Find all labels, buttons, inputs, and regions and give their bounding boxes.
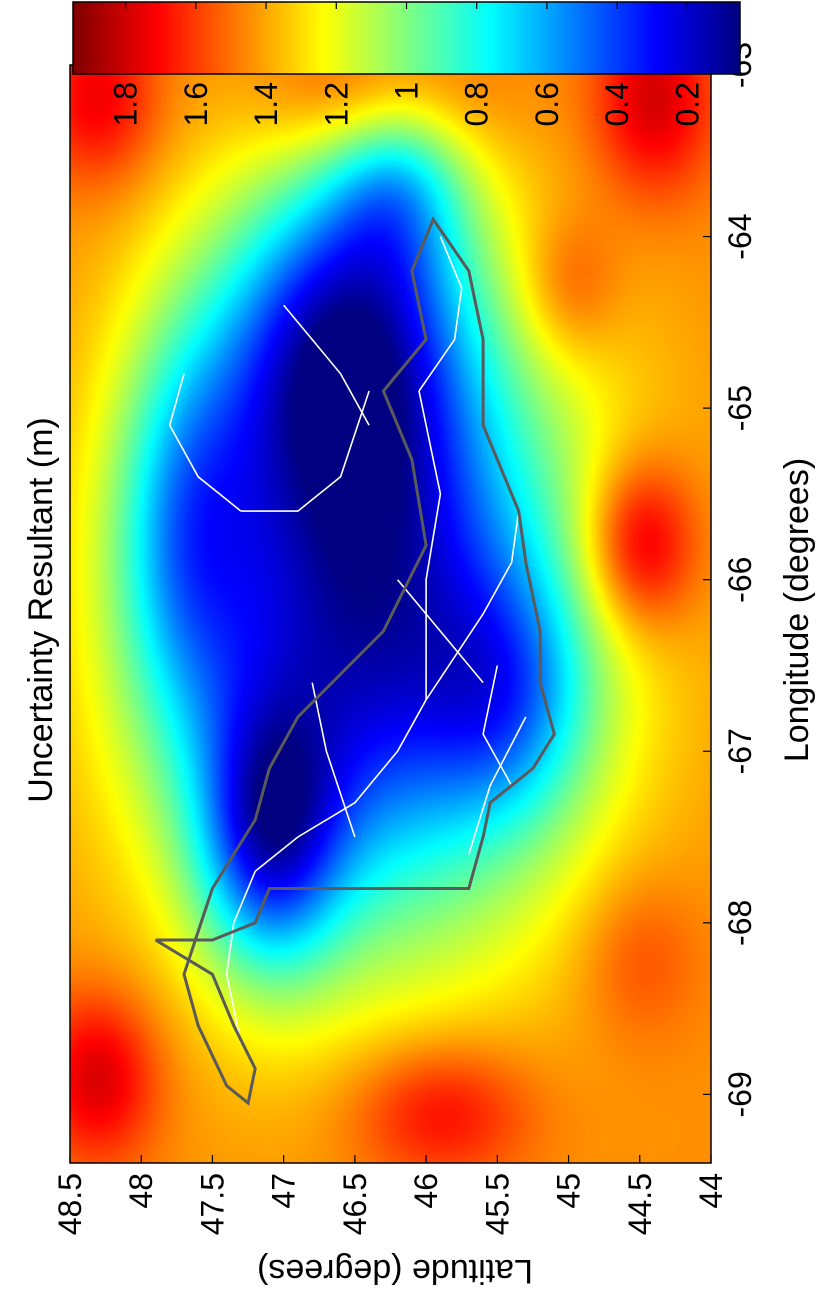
road-line [418,390,442,700]
road-line [225,870,256,1044]
chart-title: Uncertainty Resultant (m) [22,417,60,802]
road-line [468,716,527,855]
x-tick-label: -68 [722,900,758,946]
y-axis-ticks: 48.5 48 47.5 47 46.5 46 45.5 45 44.5 44 [52,1155,729,1235]
y-tick-label: 44 [693,1173,729,1209]
colorbar: 1.8 1.6 1.4 1.2 1 0.8 0.6 0.4 0.2 [72,1,741,126]
colorbar-tick-label: 1.8 [108,82,144,126]
y-tick-label: 44.5 [622,1173,658,1235]
road-line [311,682,356,838]
colorbar-tick-label: 1.6 [178,82,214,126]
y-tick-label: 46 [408,1173,444,1209]
rotated-frame: Uncertainty Resultant (m) 48.5 48 47.5 47 46… [22,1,816,1290]
road-line [254,699,427,872]
road-line [240,390,370,512]
colorbar-tick-label: 1.2 [318,82,354,126]
x-tick-label: -65 [722,385,758,431]
colorbar-tick-label: 1 [389,82,425,100]
colorbar-tick-label: 0.6 [529,82,565,126]
road-network-overlay [168,236,527,1044]
x-tick-label: -69 [722,1071,758,1117]
colorbar-ticks: 1.8 1.6 1.4 1.2 1 0.8 0.6 0.4 0.2 [108,2,705,126]
region-outline [154,216,556,1106]
colorbar-gradient [73,2,740,74]
y-tick-label: 48.5 [52,1173,88,1235]
y-axis-label: Latitude (degrees) [257,1252,533,1290]
plot-area [69,64,712,1164]
colorbar-tick-label: 0.2 [669,82,705,126]
x-tick-label: -66 [722,557,758,603]
road-line [168,373,242,512]
colorbar-tick-label: 0.8 [459,82,495,126]
road-line [418,236,463,392]
road-line [396,579,484,684]
x-axis-label: Longitude (degrees) [778,458,816,762]
road-line [425,510,520,701]
road-line [482,665,513,786]
x-tick-label: -67 [722,728,758,774]
colorbar-tick-label: 0.4 [599,82,635,126]
x-tick-label: -64 [722,213,758,259]
y-tick-label: 47.5 [194,1173,230,1235]
y-tick-label: 47 [266,1173,302,1209]
y-tick-label: 45.5 [479,1173,515,1235]
y-tick-label: 46.5 [337,1173,373,1235]
x-axis-ticks: -69-68-67-66-65-64-63 [703,42,758,1118]
colorbar-tick-label: 1.4 [248,82,284,126]
y-tick-label: 48 [123,1173,159,1209]
y-tick-label: 45 [551,1173,587,1209]
road-line [283,304,370,426]
